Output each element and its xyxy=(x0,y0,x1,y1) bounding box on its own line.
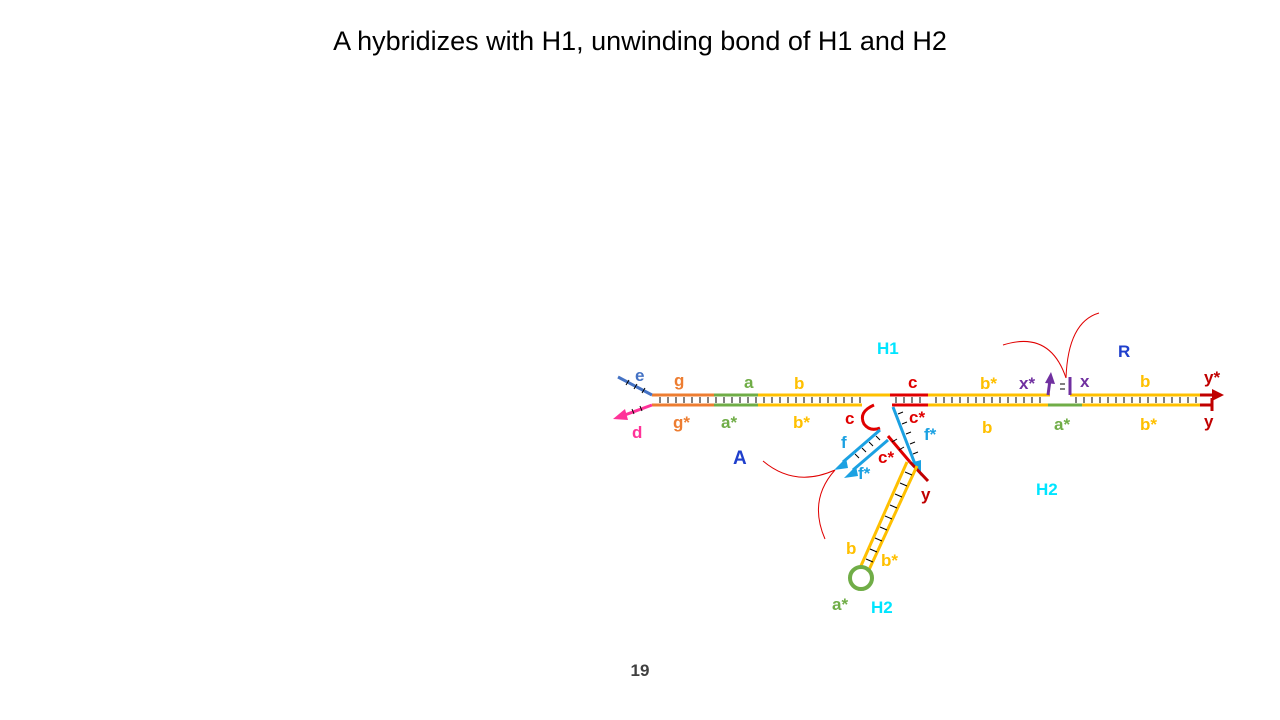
slide-title: A hybridizes with H1, unwinding bond of … xyxy=(333,26,947,56)
label-a: A xyxy=(733,448,747,469)
label-h2-right: H2 xyxy=(1036,480,1058,499)
c-star-y-arm xyxy=(886,435,930,483)
toehold-x-region xyxy=(1045,372,1072,396)
main-duplex xyxy=(652,389,1224,411)
label-y-lower: y xyxy=(921,485,931,504)
label-x-star: x* xyxy=(1019,374,1035,393)
strand-e xyxy=(617,375,653,397)
arc-upper-right xyxy=(1065,312,1100,379)
label-h1-top: H1 xyxy=(877,339,899,358)
arc-lower-bottom xyxy=(818,469,836,540)
arc-upper-left xyxy=(1002,341,1067,379)
label-r: R xyxy=(1118,342,1130,361)
label-b-star-stem: b* xyxy=(881,551,898,570)
x-star-arrowhead xyxy=(1045,372,1055,384)
page-number: 19 xyxy=(630,661,650,680)
label-a-star-left: a* xyxy=(721,413,737,432)
label-d: d xyxy=(632,423,642,442)
label-a-top: a xyxy=(744,373,754,392)
label-b-top-right: b xyxy=(1140,372,1150,391)
h2-stem xyxy=(848,461,919,591)
label-h2-bottom: H2 xyxy=(871,598,893,617)
label-b-stem: b xyxy=(846,539,856,558)
label-c-star-lower: c* xyxy=(878,448,894,467)
bottom-strand-segments xyxy=(652,398,1214,411)
label-e: e xyxy=(635,366,644,385)
base-pair-ticks xyxy=(659,397,1197,403)
label-f-star-lower: f* xyxy=(858,464,871,483)
h2-loop xyxy=(848,565,874,591)
label-a-star-loop: a* xyxy=(832,595,848,614)
labels: e d g g* a a* b b* H1 c c c* f* b* b x* … xyxy=(632,339,1220,617)
label-y-star: y* xyxy=(1204,368,1220,387)
label-b-star-left: b* xyxy=(793,413,810,432)
label-a-star-right: a* xyxy=(1054,415,1070,434)
label-f-star-top: f* xyxy=(924,425,937,444)
strand-d xyxy=(621,403,653,418)
f-duplex xyxy=(834,428,889,478)
c-curl xyxy=(860,403,881,431)
label-c-left: c xyxy=(845,409,854,428)
label-c-star-top: c* xyxy=(909,408,925,427)
y-star-arrowhead xyxy=(1212,389,1224,401)
label-c-top: c xyxy=(908,373,917,392)
annotation-arcs xyxy=(762,312,1100,540)
left-overhangs xyxy=(613,375,653,420)
d-arrowhead xyxy=(613,409,628,420)
label-b-star-mid: b* xyxy=(980,374,997,393)
label-x: x xyxy=(1080,372,1090,391)
label-b-mid-below: b xyxy=(982,418,992,437)
label-b-star-right: b* xyxy=(1140,415,1157,434)
label-b-top-left: b xyxy=(794,374,804,393)
top-strand-segments xyxy=(652,389,1224,401)
label-g-star: g* xyxy=(673,413,690,432)
label-f: f xyxy=(841,433,847,452)
label-y-right: y xyxy=(1204,412,1214,431)
arc-lower-top xyxy=(762,460,836,478)
label-g: g xyxy=(674,371,684,390)
